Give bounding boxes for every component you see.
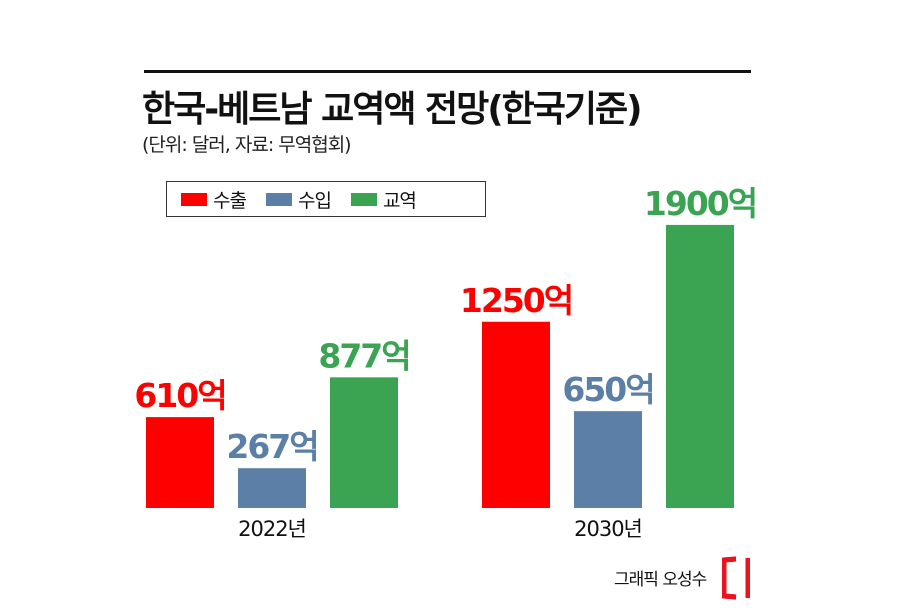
title-rule: [144, 70, 751, 73]
data-label-export-0: 610억: [134, 376, 225, 415]
red-bracket-logo-icon: [722, 556, 750, 600]
legend-swatch-trade: [350, 192, 377, 206]
category-label-0: 2022년: [238, 517, 306, 541]
legend-label-export: 수출: [213, 189, 247, 212]
data-label-export-1: 1250억: [460, 281, 572, 320]
legend-item-export: 수출: [181, 186, 247, 213]
page-subtitle: (단위: 달러, 자료: 무역협회): [142, 134, 352, 156]
legend-label-import: 수입: [297, 189, 332, 212]
bar-trade-1: [666, 224, 734, 508]
legend-item-import: 수입: [265, 186, 332, 213]
data-label-import-1: 650억: [562, 370, 653, 409]
legend-swatch-import: [265, 192, 292, 206]
data-label-trade-0: 877억: [318, 336, 409, 375]
data-label-import-0: 267억: [226, 427, 317, 466]
category-label-1: 2030년: [574, 517, 642, 541]
bar-import-0: [238, 468, 306, 508]
graphic-credit: 그래픽 오성수: [614, 570, 707, 590]
page-title: 한국-베트남 교역액 전망(한국기준): [142, 89, 643, 130]
data-label-trade-1: 1900억: [644, 184, 756, 223]
chart-legend: 수출 수입 교역: [166, 181, 486, 217]
legend-item-trade: 교역: [350, 186, 417, 213]
bar-export-1: [482, 321, 550, 508]
legend-label-trade: 교역: [382, 189, 417, 212]
bar-import-1: [574, 411, 642, 508]
bar-trade-0: [330, 377, 398, 508]
legend-swatch-export: [181, 192, 207, 206]
bar-export-0: [146, 417, 214, 508]
